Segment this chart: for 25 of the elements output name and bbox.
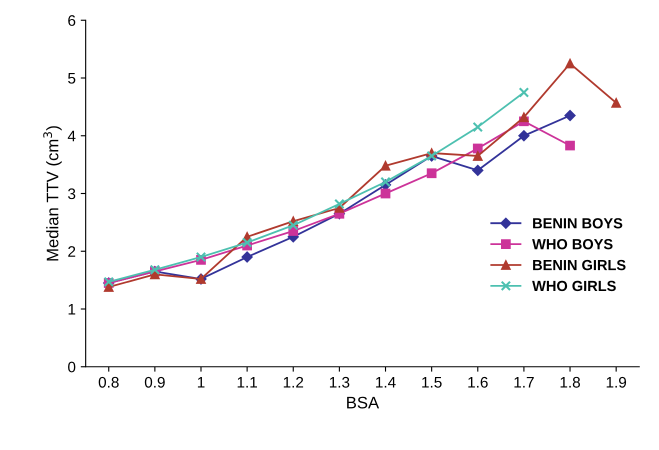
legend-label: BENIN BOYS <box>533 218 622 228</box>
y-tick-label: 1 <box>68 304 76 315</box>
y-axis-title: Median TTV (cm$^{3}$) <box>43 126 62 261</box>
x-tick-label: 1.7 <box>514 377 534 388</box>
y-tick-label: 0 <box>68 362 76 372</box>
y-tick-label: 5 <box>68 73 76 84</box>
x-tick-label: 1.3 <box>330 376 350 388</box>
x-tick-label: 1.2 <box>284 376 304 388</box>
x-tick-label: 1.6 <box>468 376 488 388</box>
x-tick-label: 1.9 <box>606 376 626 388</box>
x-tick-label: 0.8 <box>98 376 119 388</box>
x-tick-label: 1 <box>198 377 204 388</box>
legend-label: WHO GIRLS <box>532 280 616 292</box>
y-tick-label: 3 <box>68 188 76 200</box>
x-tick-label: 0.9 <box>144 376 165 388</box>
y-tick-label: 6 <box>68 15 76 26</box>
legend-label: BENIN GIRLS <box>533 260 626 270</box>
legend-label: WHO BOYS <box>532 239 613 250</box>
y-tick-label: 4 <box>68 130 76 142</box>
x-axis-title: BSA <box>347 396 380 409</box>
x-tick-label: 1.1 <box>238 377 257 388</box>
x-tick-label: 1.8 <box>560 376 580 388</box>
y-tick-label: 2 <box>68 246 76 257</box>
x-tick-label: 1.5 <box>422 377 442 388</box>
x-tick-label: 1.4 <box>376 377 396 388</box>
